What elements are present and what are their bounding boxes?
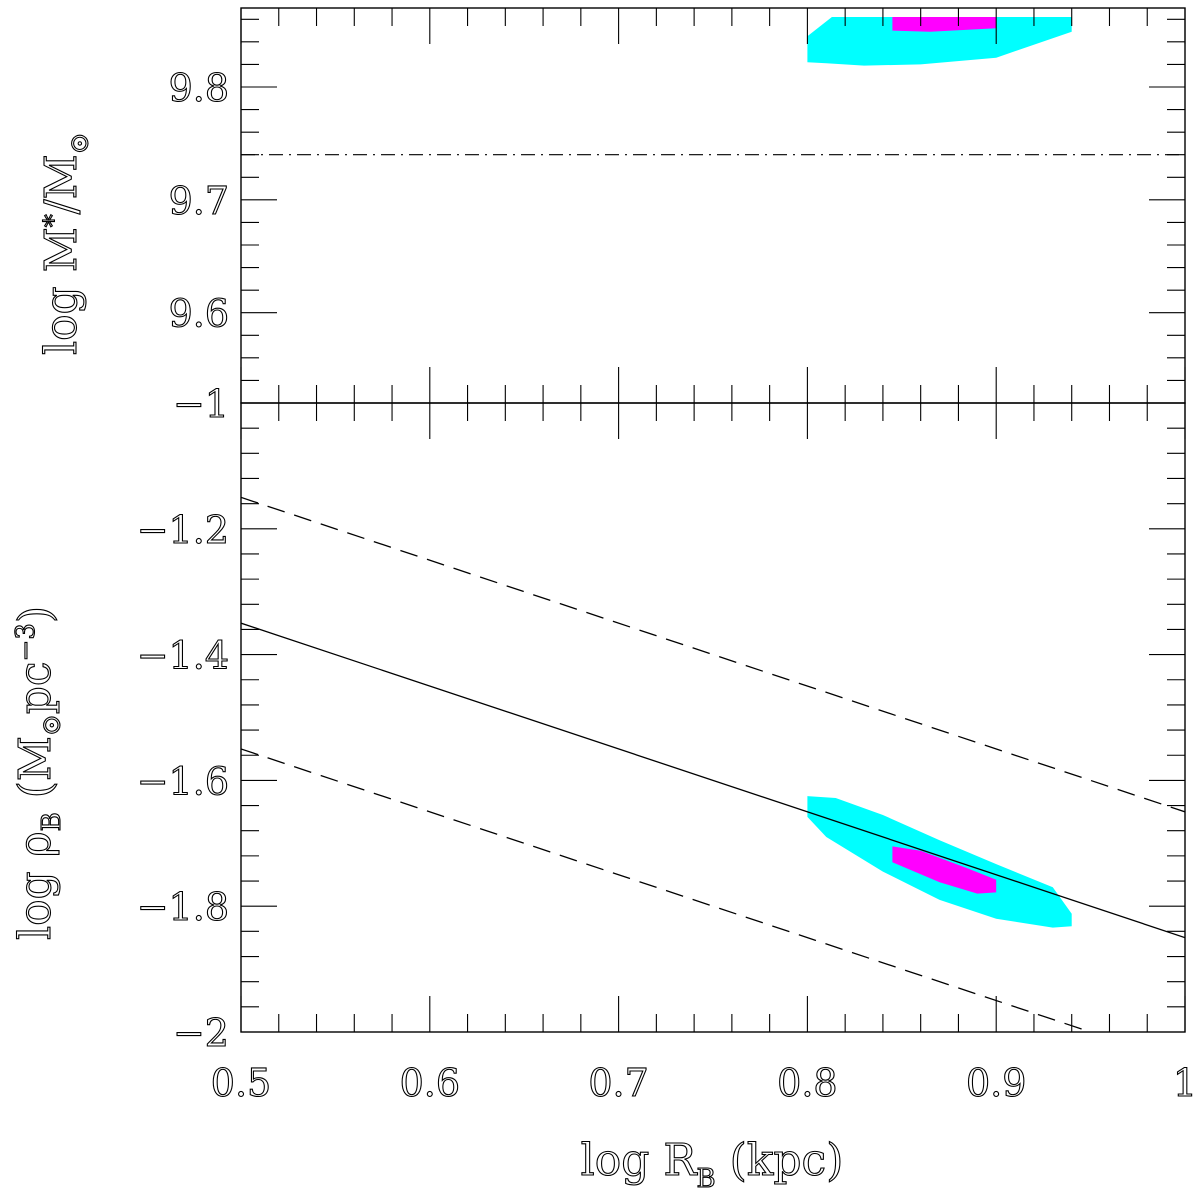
bottom-line-dashed-1 (241, 496, 1185, 813)
top-y-tick-label: 9.6 (169, 292, 229, 336)
bottom-y-tick-label: −1.8 (137, 885, 229, 929)
top-region-outer (807, 17, 1072, 66)
bottom-line-solid-0 (241, 622, 1185, 939)
panel-frames (240, 7, 1186, 1033)
x-tick-label: 1 (1173, 1061, 1197, 1105)
bottom-panel-frame (240, 402, 1186, 1033)
model-lines (241, 154, 1185, 1032)
x-tick-label: 0.5 (211, 1061, 271, 1105)
x-tick-label: 0.6 (400, 1061, 460, 1105)
x-tick-label: 0.8 (777, 1061, 837, 1105)
bottom-y-tick-label: −1.4 (137, 634, 229, 678)
x-tick-label: 0.7 (588, 1061, 648, 1105)
x-tick-label: 0.9 (966, 1061, 1026, 1105)
bottom-y-tick-label: −1.6 (137, 759, 229, 803)
top-panel-frame (240, 7, 1186, 404)
bottom-y-tick-label: −1 (173, 382, 229, 426)
top-ylabel: log M*/M⊙ (36, 133, 95, 355)
bottom-y-tick-label: −2 (173, 1011, 229, 1055)
confidence-regions (807, 17, 1072, 928)
bottom-region-inner (892, 846, 997, 894)
top-y-tick-label: 9.7 (169, 179, 229, 223)
xlabel: log RB (kpc) (581, 1135, 844, 1194)
bottom-y-tick-label: −1.2 (137, 508, 229, 552)
top-y-tick-label: 9.8 (169, 66, 229, 110)
bottom-line-dashed-2 (241, 748, 1093, 1032)
axis-ticks (240, 8, 1186, 1033)
tick-labels: 9.6 9.7 9.8 −2 −1.8 −1.6 −1.4 −1.2 −1 0.5 0.6 0.7 0.… (136, 65, 1197, 1105)
bottom-ylabel: log ρB (M⊙pc−3) (10, 606, 67, 940)
top-region-inner (892, 17, 997, 32)
